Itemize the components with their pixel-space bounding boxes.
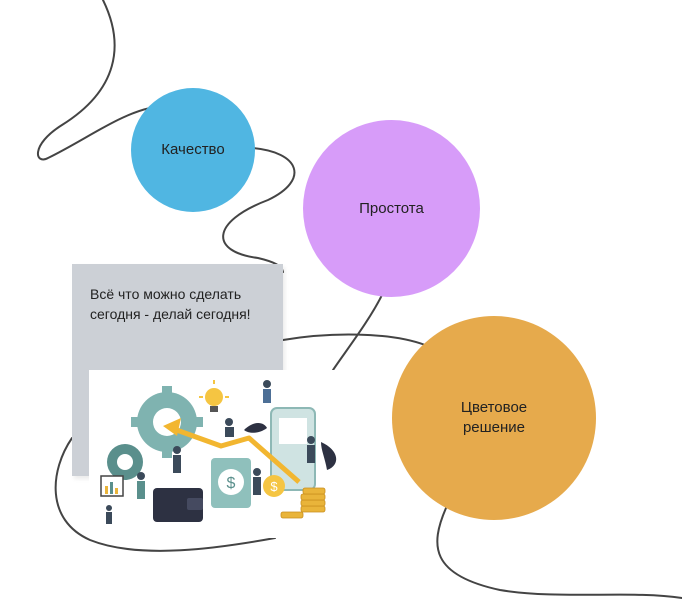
wallet-icon [153,488,203,522]
coin-stack-icon [280,487,326,519]
lightbulb-icon [199,380,229,412]
node-simplicity-label: Простота [359,199,424,217]
node-color-solution: Цветовое решение [392,316,596,520]
finance-illustration: $ $ [89,370,341,538]
node-quality: Качество [131,88,255,212]
chart-board-icon [100,475,124,497]
node-simplicity: Простота [303,120,480,297]
dollar-coin-icon: $ [263,475,285,497]
svg-text:$: $ [270,479,278,494]
gear-icon [107,444,143,480]
growth-arrow-icon [163,418,301,484]
sticky-note-text: Всё что можно сделать сегодня - делай се… [90,286,251,322]
node-color-solution-label: Цветовое решение [460,399,528,436]
node-quality-label: Качество [161,141,225,158]
gear-icon [131,386,203,458]
svg-text:$: $ [227,475,236,492]
dollar-coin-icon: $ [211,458,251,508]
